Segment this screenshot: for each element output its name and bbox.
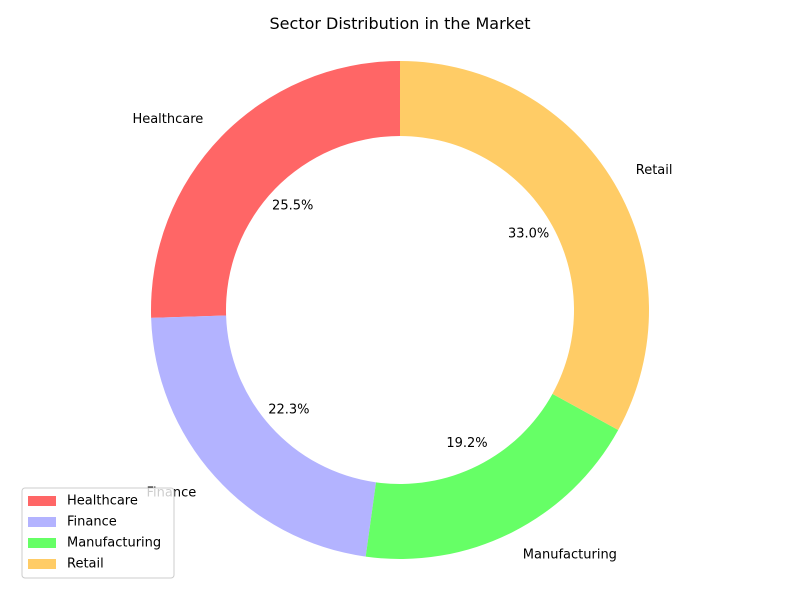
slice-label-healthcare: Healthcare <box>132 112 203 127</box>
slice-retail <box>400 61 649 430</box>
slice-label-retail: Retail <box>636 163 673 178</box>
legend-label-manufacturing: Manufacturing <box>67 536 161 551</box>
slice-label-manufacturing: Manufacturing <box>523 547 617 562</box>
chart-title: Sector Distribution in the Market <box>270 14 531 33</box>
percent-label-finance: 22.3% <box>268 402 309 417</box>
slice-manufacturing <box>365 393 619 559</box>
slices-group <box>151 61 649 559</box>
percent-label-manufacturing: 19.2% <box>446 436 487 451</box>
legend-label-healthcare: Healthcare <box>67 494 138 509</box>
slice-finance <box>151 315 377 557</box>
legend-box <box>21 487 175 579</box>
slice-healthcare <box>151 61 400 318</box>
legend-swatch-healthcare <box>28 496 56 506</box>
legend-label-retail: Retail <box>67 557 104 572</box>
legend-swatch-manufacturing <box>28 538 56 548</box>
legend-swatch-retail <box>28 559 56 569</box>
legend: Healthcare Finance Manufacturing Retail <box>21 487 175 579</box>
percent-label-healthcare: 25.5% <box>272 199 313 214</box>
legend-swatch-finance <box>28 517 56 527</box>
percent-label-retail: 33.0% <box>508 226 549 241</box>
legend-label-finance: Finance <box>67 515 117 530</box>
